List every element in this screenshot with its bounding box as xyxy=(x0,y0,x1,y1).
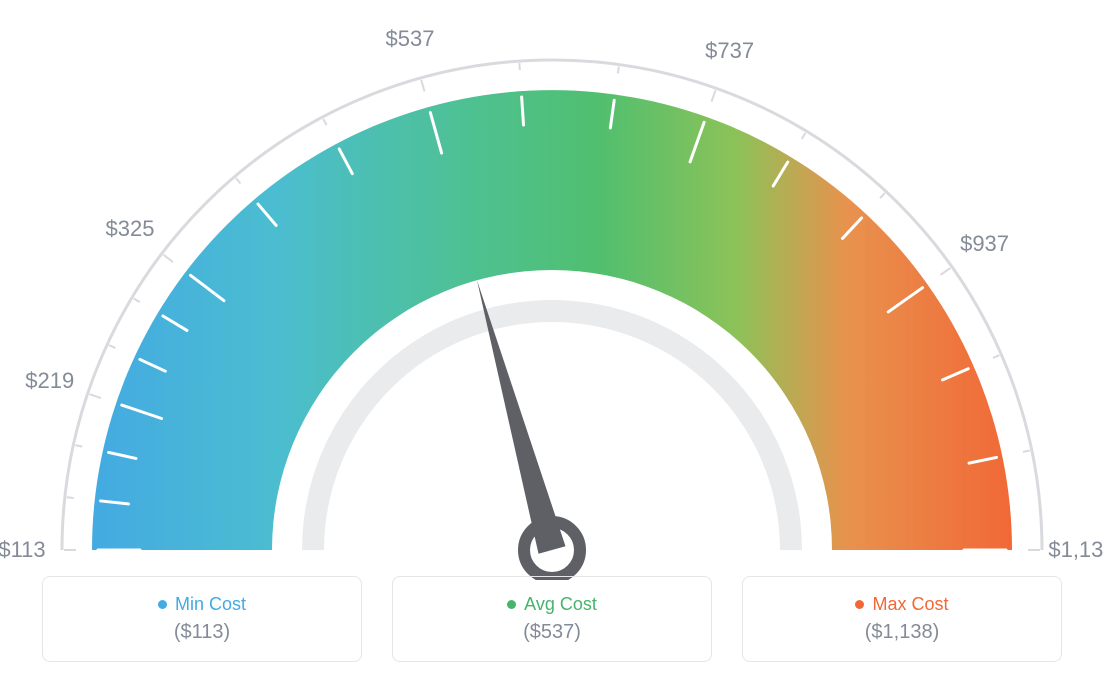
gauge-tick-label: $325 xyxy=(106,216,155,242)
gauge-tick-label: $537 xyxy=(386,26,435,52)
legend-card-max: Max Cost ($1,138) xyxy=(742,576,1062,662)
cost-gauge: $113$219$325$537$737$937$1,138 xyxy=(42,20,1062,580)
legend-label-min: Min Cost xyxy=(175,594,246,615)
legend-value-max: ($1,138) xyxy=(865,621,940,644)
gauge-tick-label: $113 xyxy=(0,537,46,563)
legend-dot-avg xyxy=(507,600,516,609)
legend-value-min: ($113) xyxy=(174,621,230,644)
gauge-tick-label: $1,138 xyxy=(1048,537,1104,563)
legend-card-avg: Avg Cost ($537) xyxy=(392,576,712,662)
legend-dot-min xyxy=(158,600,167,609)
legend-label-avg: Avg Cost xyxy=(524,594,597,615)
gauge-tick-label: $937 xyxy=(960,231,1009,257)
legend-dot-max xyxy=(855,600,864,609)
gauge-tick-label: $219 xyxy=(25,368,74,394)
legend-label-max: Max Cost xyxy=(872,594,948,615)
gauge-svg xyxy=(42,20,1062,580)
legend-card-min: Min Cost ($113) xyxy=(42,576,362,662)
legend-row: Min Cost ($113) Avg Cost ($537) Max Cost… xyxy=(42,576,1062,662)
gauge-tick-label: $737 xyxy=(705,38,754,64)
legend-value-avg: ($537) xyxy=(523,621,581,644)
